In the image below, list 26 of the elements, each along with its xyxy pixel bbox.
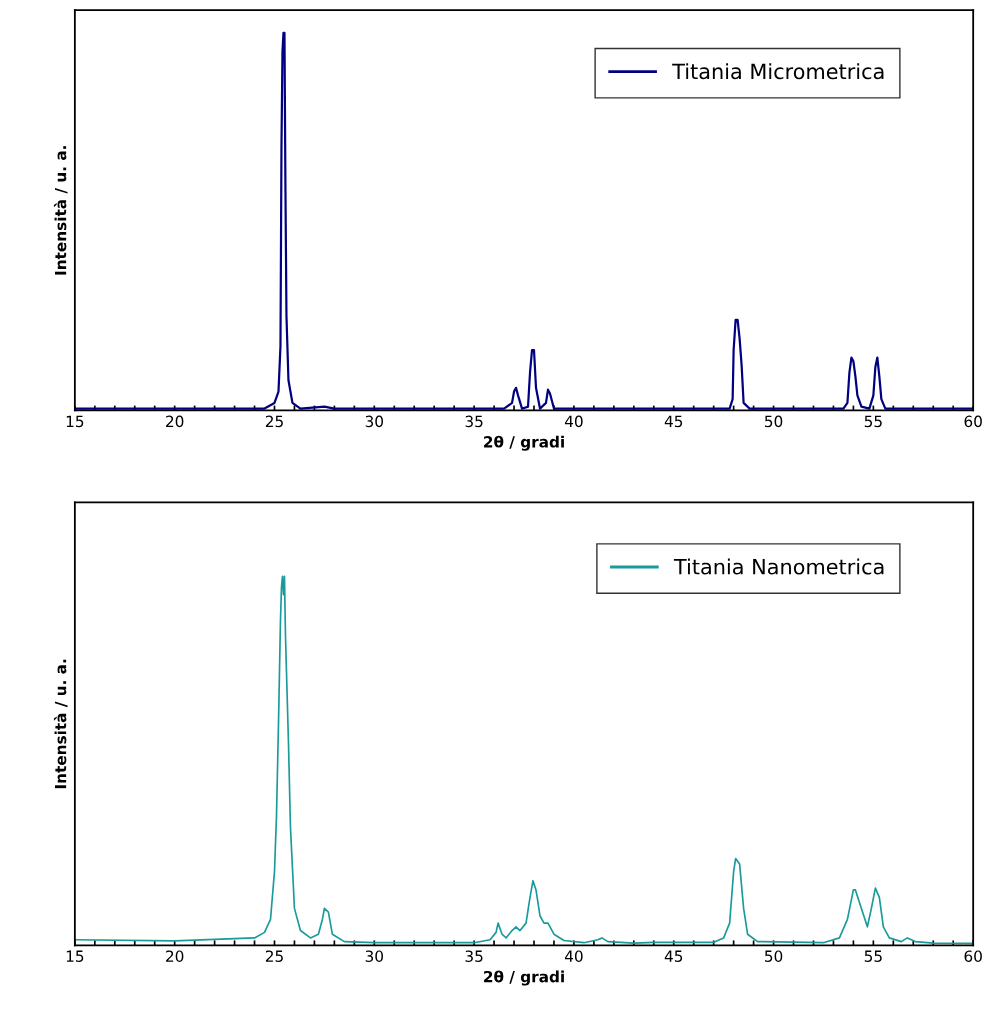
x-tick-label: 60 — [964, 950, 982, 962]
x-tick-label: 50 — [765, 950, 783, 962]
legend-label: Titania Micrometrica — [672, 63, 884, 80]
x-tick-label: 20 — [166, 415, 184, 428]
x-tick-label: 45 — [664, 415, 683, 428]
legend-label: Titania Nanometrica — [673, 558, 884, 575]
x-tick-label: 45 — [664, 950, 683, 962]
x-tick-label: 30 — [365, 415, 384, 428]
x-tick-label: 30 — [365, 950, 384, 962]
x-tick-label: 15 — [66, 415, 84, 428]
x-tick-label: 40 — [564, 415, 583, 428]
x-tick-label: 60 — [964, 415, 982, 428]
x-tick-label: 35 — [465, 950, 483, 962]
x-tick-label: 20 — [166, 950, 184, 962]
x-tick-label: 15 — [66, 950, 84, 962]
x-tick-label: 50 — [765, 415, 783, 428]
x-tick-label: 55 — [864, 415, 882, 428]
x-tick-label: 25 — [265, 950, 283, 962]
x-tick-label: 55 — [864, 950, 882, 962]
y-axis-title: Intensità / u. a. — [53, 659, 68, 789]
x-axis-title: 2θ / gradi — [484, 435, 564, 451]
x-tick-label: 40 — [564, 950, 583, 962]
x-tick-label: 25 — [265, 415, 283, 428]
y-axis-title: Intensità / u. a. — [53, 146, 68, 275]
x-tick-label: 35 — [465, 415, 483, 428]
x-axis-title: 2θ / gradi — [484, 970, 564, 986]
